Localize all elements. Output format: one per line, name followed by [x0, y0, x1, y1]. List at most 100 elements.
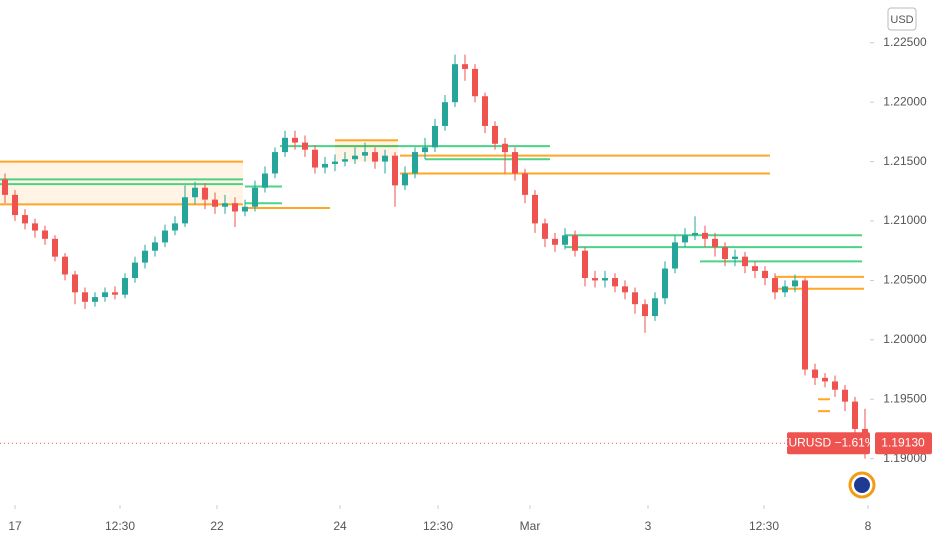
candle-body — [652, 298, 658, 317]
x-tick-label: 22 — [210, 519, 224, 533]
currency-label: USD — [890, 14, 913, 26]
currency-button[interactable] — [887, 7, 917, 31]
candle-body — [382, 155, 388, 162]
candle-body — [562, 235, 568, 245]
candle-body — [222, 203, 228, 207]
x-tick-label: 12:30 — [749, 519, 779, 533]
candle-body — [682, 235, 688, 243]
candle-body — [262, 173, 268, 188]
candle-body — [852, 401, 858, 429]
candle-body — [432, 125, 438, 148]
candle-body — [712, 238, 718, 248]
logo — [848, 471, 876, 499]
candle-body — [362, 152, 368, 156]
symbol-label: EURUSD −1.61% — [780, 435, 875, 449]
candle-body — [22, 215, 28, 224]
candle-body — [802, 280, 808, 370]
y-tick-label: 1.21000 — [883, 213, 927, 227]
candle-body — [662, 268, 668, 299]
x-tick-label: 12:30 — [423, 519, 453, 533]
symbol-badge — [787, 432, 870, 455]
candle-body — [332, 161, 338, 164]
candle-body — [402, 173, 408, 186]
logo-core — [854, 477, 870, 493]
candle-body — [622, 286, 628, 293]
x-tick-label: 8 — [865, 519, 872, 533]
candle-body — [832, 381, 838, 390]
candle-body — [452, 64, 458, 103]
candle-body — [152, 242, 158, 251]
candle-body — [372, 152, 378, 162]
x-tick-label: Mar — [520, 519, 541, 533]
candle-body — [172, 223, 178, 231]
candle-body — [122, 278, 128, 295]
candle-body — [412, 152, 418, 174]
candle-body — [52, 238, 58, 257]
candle-body — [572, 235, 578, 251]
candle-body — [212, 199, 218, 207]
candle-body — [72, 274, 78, 293]
y-tick-label: 1.20500 — [883, 273, 927, 287]
price-badge — [875, 432, 932, 455]
candle-body — [772, 278, 778, 293]
last-price-label: 1.19130 — [881, 435, 925, 449]
candle-body — [252, 187, 258, 207]
candle-body — [2, 179, 8, 195]
candle-body — [12, 194, 18, 216]
candle-body — [642, 304, 648, 317]
candle-body — [792, 280, 798, 287]
candle-body — [692, 232, 698, 236]
candle-body — [762, 270, 768, 279]
logo-ring — [848, 471, 876, 499]
candle-body — [782, 286, 788, 293]
zone — [335, 140, 398, 162]
y-tick-label: 1.20000 — [883, 332, 927, 346]
candle-body — [492, 125, 498, 144]
x-tick-label: 17 — [8, 519, 22, 533]
candle-body — [282, 137, 288, 153]
candle-body — [102, 292, 108, 298]
candle-body — [232, 203, 238, 212]
candle-body — [522, 173, 528, 195]
candle-body — [632, 292, 638, 305]
candle-body — [592, 278, 598, 281]
candle-body — [612, 278, 618, 287]
candle-body — [502, 143, 508, 153]
x-tick-label: 24 — [333, 519, 347, 533]
candle-body — [82, 292, 88, 302]
candle-body — [112, 292, 118, 295]
candle-body — [472, 68, 478, 97]
candle-body — [92, 297, 98, 302]
candle-body — [242, 206, 248, 212]
candle-body — [302, 142, 308, 150]
candle-body — [272, 152, 278, 174]
y-tick-label: 1.21500 — [883, 154, 927, 168]
x-tick-label: 3 — [645, 519, 652, 533]
plot-area — [0, 42, 874, 509]
candle-body — [442, 102, 448, 126]
candle-body — [482, 96, 488, 126]
candle-body — [132, 262, 138, 279]
candle-body — [752, 266, 758, 271]
y-tick-label: 1.19500 — [883, 391, 927, 405]
candle-body — [182, 197, 188, 224]
candle-body — [352, 155, 358, 160]
candle-body — [812, 369, 818, 378]
y-tick-label: 1.22500 — [883, 35, 927, 49]
candle-body — [732, 256, 738, 260]
candle-body — [822, 377, 828, 382]
candle-body — [42, 230, 48, 239]
candle-body — [512, 152, 518, 174]
candle-body — [292, 137, 298, 143]
candle-body — [702, 232, 708, 239]
candle-body — [392, 155, 398, 186]
candle-body — [542, 223, 548, 239]
x-tick-label: 12:30 — [105, 519, 135, 533]
candle-body — [192, 187, 198, 198]
candle-body — [342, 159, 348, 162]
y-tick-label: 1.22000 — [883, 94, 927, 108]
candle-body — [742, 256, 748, 267]
candle-body — [602, 278, 608, 281]
